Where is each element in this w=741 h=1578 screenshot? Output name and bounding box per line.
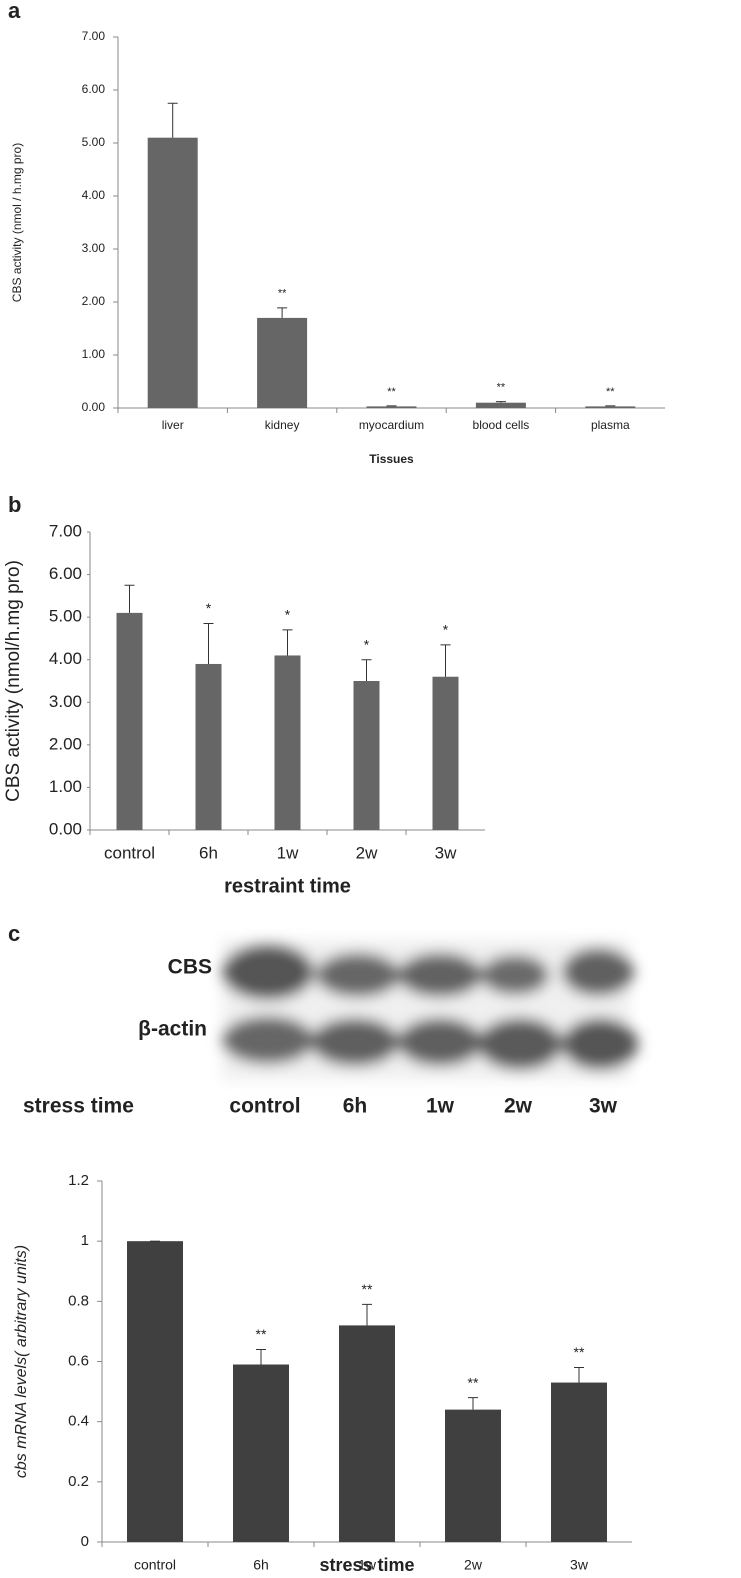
blot-lane-label: 2w [504,1095,533,1118]
significance-mark: ** [256,1326,267,1342]
x-tick-label: control [104,843,155,862]
error-bar [203,623,214,664]
y-tick-label: 0.8 [68,1292,89,1309]
blot-image [222,940,638,1080]
x-tick-label: 6h [199,843,218,862]
error-bar [277,307,288,318]
y-tick-label: 5.00 [49,607,82,626]
x-tick-label: myocardium [359,418,424,432]
error-bar [605,405,616,407]
bar [233,1364,289,1542]
error-bar [574,1367,584,1383]
y-tick-label: 6.00 [82,82,106,96]
bar [585,406,636,408]
blot-row-label: β-actin [138,1018,207,1041]
bar [339,1325,395,1542]
x-tick-label: 3w [435,843,457,862]
x-tick-label: 2w [356,843,378,862]
x-tick-label: blood cells [473,418,530,432]
error-bar [124,584,135,613]
blot-lane-label: 1w [426,1095,455,1118]
blot-axis-label: stress time [23,1095,134,1118]
bar [195,663,222,830]
error-bar [495,401,506,403]
significance-mark: ** [574,1344,585,1360]
panel-label: b [8,492,21,517]
panel-label: a [8,0,21,23]
error-bar [361,659,372,681]
bar [551,1382,607,1542]
x-tick-label: 3w [570,1557,589,1573]
bar [475,402,526,408]
y-tick-label: 5.00 [82,135,106,149]
y-tick-label: 1 [81,1232,89,1249]
significance-mark: * [285,607,291,623]
y-tick-label: 0.4 [68,1413,89,1430]
error-bar [468,1397,478,1410]
y-tick-label: 4.00 [82,188,106,202]
significance-mark: * [364,636,370,652]
y-tick-label: 2.00 [82,294,106,308]
y-tick-label: 1.00 [49,777,82,796]
significance-mark: ** [362,1281,373,1297]
bar [274,655,301,830]
y-tick-label: 1.2 [68,1172,89,1189]
y-tick-label: 0.00 [82,400,106,414]
error-bar [362,1303,372,1326]
bar [445,1409,501,1542]
x-axis-label: restraint time [224,875,351,897]
bar [432,676,459,830]
significance-mark: * [443,622,449,638]
y-tick-label: 7.00 [82,29,106,43]
y-axis-label: CBS activity (nmol/h.mg pro) [3,560,24,802]
x-tick-label: 1w [358,1557,377,1573]
error-bar [386,405,397,407]
error-bar [167,102,178,138]
x-tick-label: control [134,1557,176,1573]
x-tick-label: 1w [277,843,299,862]
error-bar [282,629,293,656]
y-tick-label: 3.00 [49,692,82,711]
x-axis-label: stress time [319,1555,414,1575]
y-axis-label: cbs mRNA levels( arbitrary units) [13,1245,30,1478]
significance-mark: * [206,600,212,616]
y-tick-label: 3.00 [82,241,106,255]
error-bar [256,1348,266,1365]
blot-lane-label: 6h [343,1095,368,1118]
x-tick-label: liver [162,418,184,432]
significance-mark: ** [278,288,287,300]
y-tick-label: 4.00 [49,649,82,668]
bar [257,317,308,408]
blot-lane-label: control [229,1095,300,1118]
y-tick-label: 0.6 [68,1352,89,1369]
x-axis-label: Tissues [369,452,414,466]
blot-row-label: CBS [168,956,212,979]
y-tick-label: 6.00 [49,564,82,583]
significance-mark: ** [468,1374,479,1390]
y-tick-label: 1.00 [82,347,106,361]
bar [116,612,143,830]
bar [366,406,417,408]
y-tick-label: 2.00 [49,734,82,753]
y-tick-label: 0.00 [49,819,82,838]
significance-mark: ** [387,386,396,398]
bar [147,137,198,408]
bar [353,681,380,830]
y-tick-label: 7.00 [49,521,82,540]
blot-lane-label: 3w [589,1095,618,1118]
x-tick-label: 6h [253,1557,269,1573]
bar [127,1241,183,1542]
y-tick-label: 0.2 [68,1473,89,1490]
significance-mark: ** [606,386,615,398]
panel-label: c [8,921,20,946]
y-tick-label: 0 [81,1533,89,1550]
y-axis-label: CBS activity (nmol / h.mg pro) [10,143,24,302]
x-tick-label: plasma [591,418,630,432]
x-tick-label: 2w [464,1557,483,1573]
significance-mark: ** [497,382,506,394]
x-tick-label: kidney [265,418,300,432]
error-bar [440,644,451,677]
